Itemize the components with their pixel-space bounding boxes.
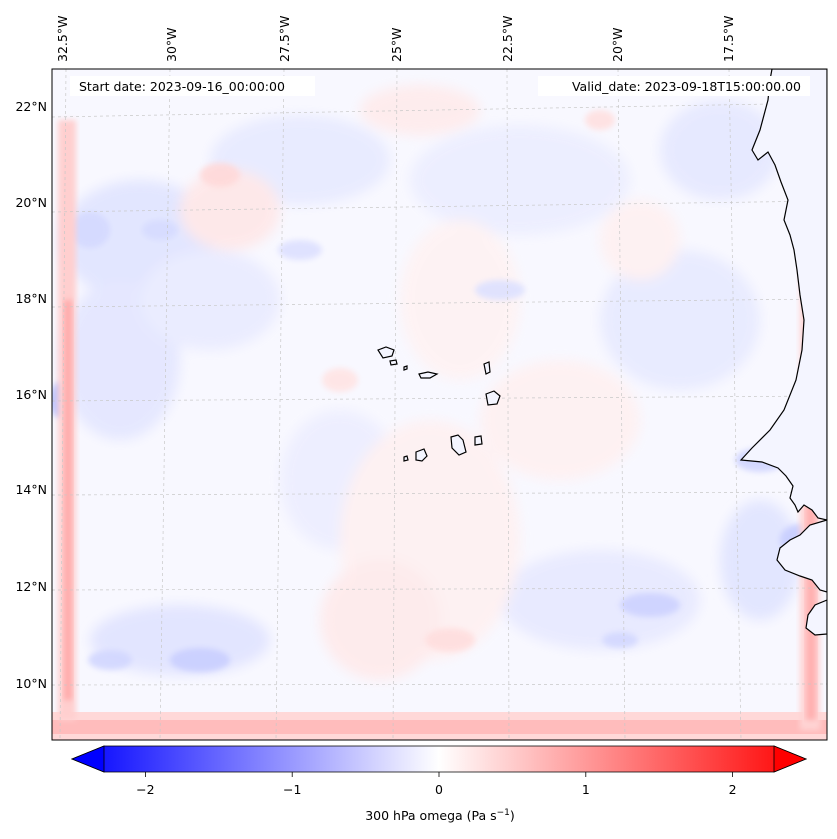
colorbar-tick-label: 2	[729, 782, 737, 797]
coastline	[739, 69, 827, 636]
cape-verde-islands	[377, 346, 501, 462]
lon-label-30w: 30°W	[164, 27, 179, 62]
colorbar-tick-label: −1	[283, 782, 301, 797]
colorbar-min-arrow	[70, 745, 105, 773]
lon-label-25w: 25°W	[389, 27, 404, 62]
valid-date-box	[538, 76, 810, 96]
lon-label-22-5w: 22.5°W	[500, 16, 515, 62]
omega-field	[52, 69, 827, 740]
lon-label-20w: 20°W	[610, 27, 625, 62]
lat-label-16n: 16°N	[15, 387, 47, 402]
valid-date-label: Valid_date: 2023-09-18T15:00:00.00	[572, 79, 801, 94]
lon-label-17-5w: 17.5°W	[721, 16, 736, 62]
longitude-labels: 32.5°W 30°W 27.5°W 25°W 22.5°W 20°W 17.5…	[55, 16, 736, 62]
map-frame	[51, 68, 828, 741]
lat-label-20n: 20°N	[15, 195, 47, 210]
latitude-labels: 22°N 20°N 18°N 16°N 14°N 12°N 10°N	[15, 99, 47, 691]
colorbar-label: 300 hPa omega (Pa s−1)	[365, 808, 515, 823]
colorbar-max-arrow	[773, 745, 808, 773]
colorbar-ticks: −2 −1 0 1 2	[136, 772, 737, 797]
colorbar-tick-label: 1	[582, 782, 590, 797]
colorbar-body	[70, 745, 808, 773]
lon-label-32-5w: 32.5°W	[55, 16, 70, 62]
lat-label-10n: 10°N	[15, 676, 47, 691]
colorbar-tick-label: −2	[136, 782, 154, 797]
lat-label-22n: 22°N	[15, 99, 47, 114]
lat-label-18n: 18°N	[15, 291, 47, 306]
lat-label-14n: 14°N	[15, 482, 47, 497]
start-date-box	[70, 76, 315, 96]
start-date-label: Start date: 2023-09-16_00:00:00	[79, 79, 285, 94]
lat-label-12n: 12°N	[15, 579, 47, 594]
colorbar: −2 −1 0 1 2 300 hPa omega (Pa s−1)	[70, 745, 808, 823]
colorbar-tick-label: 0	[435, 782, 443, 797]
lon-label-27-5w: 27.5°W	[277, 16, 292, 62]
gridlines	[52, 69, 827, 740]
